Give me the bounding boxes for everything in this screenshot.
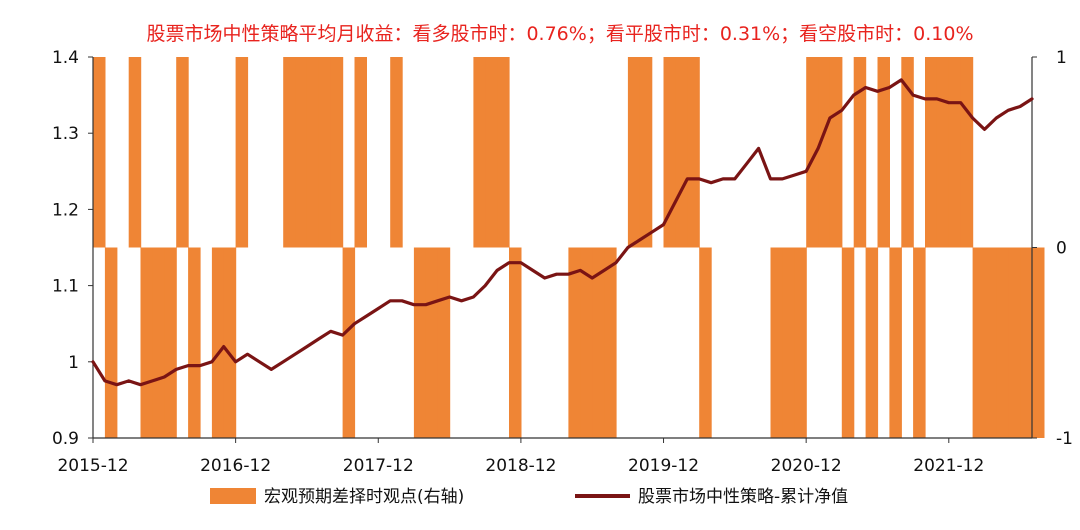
macro-view-bar bbox=[1008, 247, 1021, 438]
macro-view-bar bbox=[675, 57, 688, 248]
macro-view-bar bbox=[306, 57, 320, 248]
macro-view-bar bbox=[318, 57, 332, 248]
macro-view-bar bbox=[188, 247, 201, 438]
y-right-tick-label: 0 bbox=[1056, 239, 1067, 259]
macro-view-bar bbox=[235, 57, 249, 248]
macro-view-bar bbox=[223, 247, 237, 438]
legend-swatch-macro-view bbox=[210, 488, 256, 504]
macro-view-bar bbox=[639, 57, 653, 248]
macro-view-bar bbox=[473, 57, 486, 248]
tick-labels: 0.9 1 1.1 1.2 1.3 1.4 -1 0 1 2015-12 2016-12 2017-1… bbox=[52, 48, 1073, 476]
macro-view-bar bbox=[1032, 247, 1045, 438]
x-tick-label: 2019-12 bbox=[628, 456, 699, 476]
macro-view-bar bbox=[568, 247, 581, 438]
macro-view-bar bbox=[829, 57, 843, 248]
macro-view-bar bbox=[509, 247, 522, 438]
macro-view-bar bbox=[806, 57, 819, 248]
macro-view-bar bbox=[164, 247, 177, 438]
macro-view-bar bbox=[1020, 247, 1033, 438]
macro-view-bar bbox=[687, 57, 700, 248]
x-tick-label: 2016-12 bbox=[200, 456, 271, 476]
macro-view-bar bbox=[699, 247, 712, 438]
macro-view-bar bbox=[770, 247, 783, 438]
macro-view-bar bbox=[841, 247, 855, 438]
macro-view-bars bbox=[93, 57, 1045, 438]
y-left-tick-label: 1.2 bbox=[52, 200, 79, 220]
macro-view-bar bbox=[283, 57, 296, 248]
macro-view-bar bbox=[485, 57, 498, 248]
legend-label-macro-view: 宏观预期差择时观点(右轴) bbox=[264, 487, 464, 507]
macro-view-bar bbox=[877, 57, 890, 248]
macro-view-bar bbox=[592, 247, 605, 438]
macro-view-bar bbox=[782, 247, 795, 438]
macro-view-bar bbox=[913, 247, 926, 438]
legend: 宏观预期差择时观点(右轴) 股票市场中性策略-累计净值 bbox=[210, 487, 848, 507]
macro-view-bar bbox=[948, 57, 962, 248]
macro-view-bar bbox=[960, 57, 974, 248]
macro-view-bar bbox=[425, 247, 439, 438]
nav-line bbox=[91, 78, 1034, 387]
axes bbox=[88, 56, 1037, 443]
macro-view-bar bbox=[627, 57, 641, 248]
macro-view-bar bbox=[128, 57, 142, 248]
y-right-tick-label: 1 bbox=[1056, 48, 1067, 68]
macro-view-bar bbox=[330, 57, 344, 248]
macro-view-bar bbox=[93, 57, 106, 248]
macro-view-bar bbox=[104, 247, 118, 438]
macro-view-bar bbox=[794, 247, 807, 438]
macro-view-bar bbox=[936, 57, 950, 248]
macro-view-bar bbox=[497, 57, 510, 248]
x-tick-label: 2017-12 bbox=[343, 456, 414, 476]
y-left-tick-label: 1.4 bbox=[52, 48, 79, 68]
x-tick-label: 2020-12 bbox=[771, 456, 842, 476]
macro-view-bar bbox=[152, 247, 165, 438]
macro-view-bar bbox=[295, 57, 308, 248]
macro-view-bar bbox=[925, 57, 938, 248]
chart-title: 股票市场中性策略平均月收益：看多股市时：0.76%；看平股市时：0.31%；看空… bbox=[146, 23, 973, 45]
macro-view-bar bbox=[972, 247, 986, 438]
macro-view-bar bbox=[889, 247, 902, 438]
y-left-tick-label: 1.3 bbox=[52, 124, 79, 144]
macro-view-bar bbox=[354, 57, 367, 248]
macro-view-bar bbox=[996, 247, 1009, 438]
macro-view-bar bbox=[342, 247, 356, 438]
y-left-tick-label: 1 bbox=[68, 353, 79, 373]
macro-view-bar bbox=[901, 57, 914, 248]
macro-view-bar bbox=[211, 247, 225, 438]
macro-view-bar bbox=[984, 247, 997, 438]
macro-view-bar bbox=[580, 247, 593, 438]
x-tick-label: 2015-12 bbox=[57, 456, 128, 476]
y-right-tick-label: -1 bbox=[1056, 429, 1073, 449]
macro-view-bar bbox=[176, 57, 189, 248]
macro-view-bar bbox=[390, 57, 403, 248]
macro-view-bar bbox=[437, 247, 451, 438]
macro-view-bar bbox=[140, 247, 153, 438]
macro-view-bar bbox=[818, 57, 831, 248]
x-tick-label: 2018-12 bbox=[485, 456, 556, 476]
y-left-tick-label: 0.9 bbox=[52, 429, 79, 449]
x-tick-label: 2021-12 bbox=[913, 456, 984, 476]
nav-line-layer bbox=[91, 78, 1034, 387]
macro-view-bar bbox=[413, 247, 427, 438]
macro-view-bar bbox=[663, 57, 676, 248]
macro-view-bar bbox=[853, 57, 867, 248]
legend-label-nav: 股票市场中性策略-累计净值 bbox=[638, 487, 848, 507]
macro-view-bar bbox=[865, 247, 879, 438]
y-left-tick-label: 1.1 bbox=[52, 277, 79, 297]
macro-view-bar bbox=[604, 247, 617, 438]
